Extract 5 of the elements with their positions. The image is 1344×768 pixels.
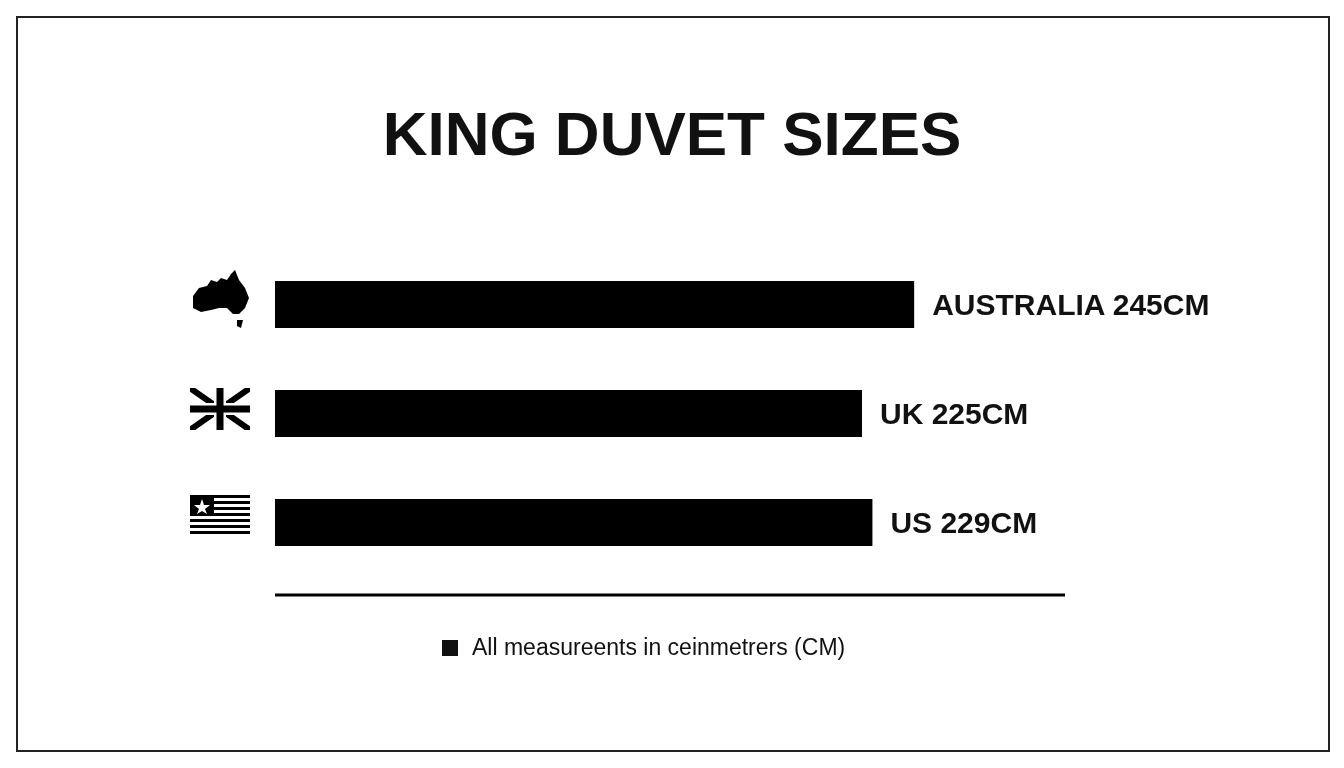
- data-label: US 229CM: [890, 506, 1038, 539]
- chart-title: KING DUVET SIZES: [381, 98, 963, 169]
- text: All measureents in ceinmetrers (CM): [472, 634, 846, 661]
- data-label: AUSTRALIA 245CM: [932, 288, 1210, 321]
- data-label: UK 225CM: [879, 397, 1029, 430]
